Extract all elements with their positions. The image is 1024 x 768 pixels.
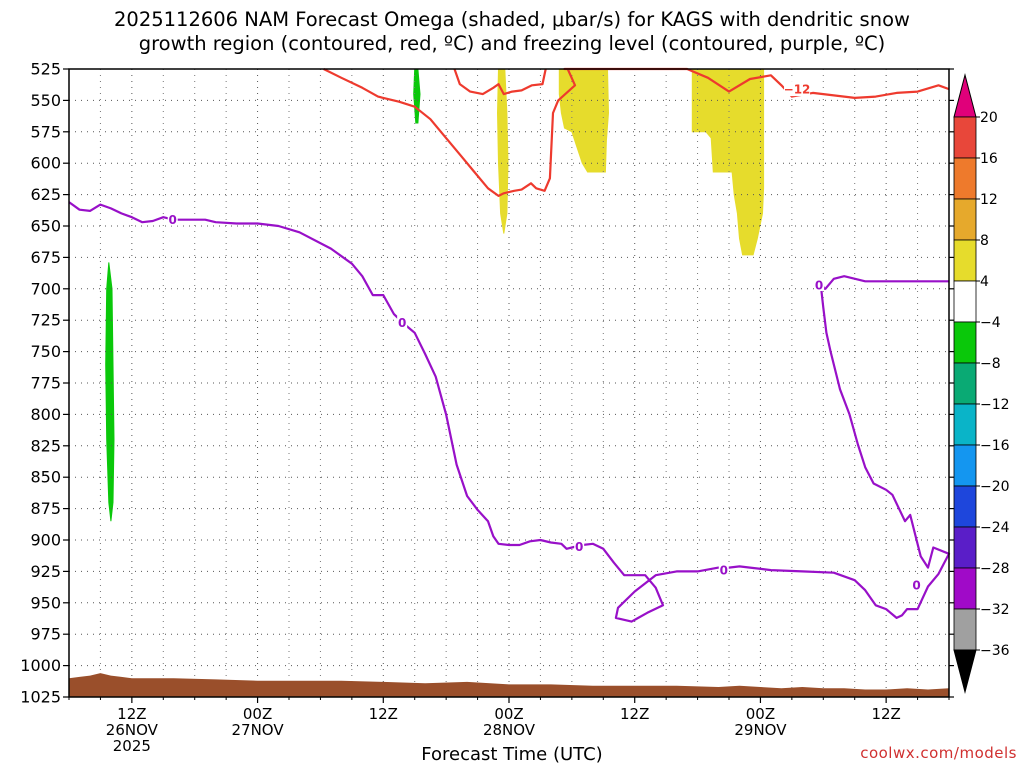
freezing-level-label-5-bg <box>814 278 825 292</box>
colorbar-label-11: −28 <box>980 561 1010 577</box>
chart-title-line-1: 2025112606 NAM Forecast Omega (shaded, μ… <box>114 8 910 31</box>
colorbar-bottom-arrow <box>953 649 977 694</box>
freezing-level-label-3: 0 <box>575 540 583 554</box>
y-tick-label-925: 925 <box>30 562 61 581</box>
freezing-level-label-4: 0 <box>720 564 728 578</box>
x-tick-label-66-0: 00Z <box>746 705 775 723</box>
colorbar-label-10: −24 <box>980 520 1010 536</box>
colorbar-bin-4 <box>953 280 977 323</box>
y-axis-ticks: 525 550 575 600 625 650 675 700 725 750 775 800 825 8… <box>20 60 954 707</box>
x-tick-label-6-0: 12Z <box>117 705 146 723</box>
colorbar-bin-8 <box>953 444 977 487</box>
watermark: coolwx.com/models <box>860 744 1017 762</box>
colorbar-label-0: 20 <box>980 110 998 126</box>
y-tick-label-575: 575 <box>30 122 61 141</box>
y-tick-label-1000: 1000 <box>20 656 61 675</box>
colorbar-bin-6 <box>953 362 977 405</box>
freezing-level-label-1: 0 <box>169 213 177 227</box>
freezing-level-label-4-bg <box>718 563 729 577</box>
y-tick-label-900: 900 <box>30 531 61 550</box>
colorbar-label-5: −4 <box>980 315 1001 331</box>
colorbar-bin-5 <box>953 321 977 364</box>
x-tick-label-18-1: 27NOV <box>232 721 285 739</box>
colorbar-bin-0 <box>953 116 977 159</box>
colorbar-label-12: −32 <box>980 602 1010 618</box>
colorbar-bin-2 <box>953 198 977 241</box>
y-tick-label-950: 950 <box>30 593 61 612</box>
dgz-label: −12 <box>784 83 811 97</box>
y-tick-label-875: 875 <box>30 499 61 518</box>
colorbar-bin-9 <box>953 485 977 528</box>
y-tick-label-600: 600 <box>30 154 61 173</box>
x-tick-label-30-0: 12Z <box>369 705 398 723</box>
omega-shading <box>105 68 765 522</box>
colorbar-bin-12 <box>953 608 977 651</box>
colorbar-bin-3 <box>953 239 977 282</box>
terrain <box>69 673 949 697</box>
dgz-label-bg <box>784 81 811 97</box>
y-tick-label-550: 550 <box>30 91 61 110</box>
colorbar-label-7: −12 <box>980 397 1010 413</box>
plot-area <box>69 69 949 697</box>
x-tick-label-54-0: 12Z <box>620 705 649 723</box>
x-tick-label-42-0: 00Z <box>494 705 523 723</box>
y-tick-label-1025: 1025 <box>20 688 61 707</box>
x-axis-label: Forecast Time (UTC) <box>421 744 603 765</box>
x-tick-label-66-1: 29NOV <box>734 721 787 739</box>
plot-background <box>69 69 949 697</box>
y-tick-label-675: 675 <box>30 248 61 267</box>
colorbar-label-4: 4 <box>980 274 989 290</box>
y-tick-label-525: 525 <box>30 60 61 79</box>
contour-line-1 <box>453 68 547 96</box>
freezing-level-label-5: 0 <box>815 279 823 293</box>
freezing-level-label-2-bg <box>397 315 408 329</box>
chart-title: 2025112606 NAM Forecast Omega (shaded, μ… <box>0 8 1024 56</box>
colorbar-top-arrow <box>953 73 977 118</box>
colorbar-label-9: −20 <box>980 479 1010 495</box>
y-tick-label-625: 625 <box>30 185 61 204</box>
freezing-level-label-1-bg <box>167 212 178 226</box>
terrain-fill <box>69 673 949 697</box>
colorbar-label-8: −16 <box>980 438 1010 454</box>
x-tick-label-42-1: 28NOV <box>483 721 536 739</box>
omega-yellow-2 <box>558 68 610 173</box>
freezing-level-label-3-bg <box>574 539 585 553</box>
colorbar-label-1: 16 <box>980 151 998 167</box>
freezing-level-label-2: 0 <box>398 316 406 330</box>
freezing-level-label-6-bg <box>911 578 922 592</box>
x-tick-label-6-2: 2025 <box>113 737 151 755</box>
x-tick-label-78-0: 12Z <box>871 705 900 723</box>
y-tick-label-700: 700 <box>30 279 61 298</box>
colorbar-bin-11 <box>953 567 977 610</box>
omega-green-early <box>105 262 115 522</box>
omega-yellow-3 <box>691 68 765 256</box>
y-tick-label-850: 850 <box>30 468 61 487</box>
y-tick-label-825: 825 <box>30 436 61 455</box>
y-tick-label-650: 650 <box>30 217 61 236</box>
y-tick-label-775: 775 <box>30 374 61 393</box>
contour-lines: 0 0 0 0 0 0 −12 <box>68 67 951 623</box>
colorbar-label-6: −8 <box>980 356 1001 372</box>
y-tick-label-975: 975 <box>30 625 61 644</box>
colorbar-bin-10 <box>953 526 977 569</box>
x-tick-label-6-1: 26NOV <box>106 721 159 739</box>
colorbar-label-13: −36 <box>980 643 1010 659</box>
colorbar-label-2: 12 <box>980 192 998 208</box>
colorbar-bin-7 <box>953 403 977 446</box>
colorbar: 20 16 12 8 4 −4 −8 −12 −16 −20 −24 −28 −32 −36 <box>953 73 1010 694</box>
x-tick-label-18-0: 00Z <box>243 705 272 723</box>
y-tick-label-750: 750 <box>30 342 61 361</box>
y-tick-label-800: 800 <box>30 405 61 424</box>
contour-line-2 <box>68 201 951 623</box>
freezing-level-label-6: 0 <box>912 579 920 593</box>
y-tick-label-725: 725 <box>30 311 61 330</box>
chart-title-line-2: growth region (contoured, red, ºC) and f… <box>138 32 886 55</box>
colorbar-label-3: 8 <box>980 233 989 249</box>
colorbar-bin-1 <box>953 157 977 200</box>
